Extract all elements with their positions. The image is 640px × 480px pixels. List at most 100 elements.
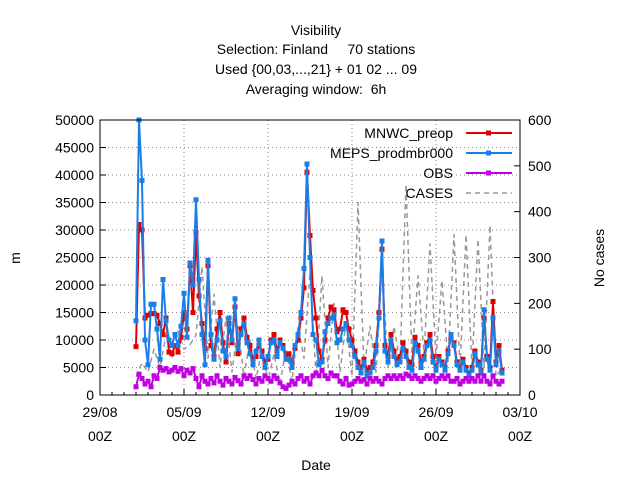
data-point-meps-prodmbr000 bbox=[421, 356, 427, 362]
y-tick-label: 35000 bbox=[55, 195, 94, 211]
data-point-meps-prodmbr000 bbox=[334, 340, 340, 346]
data-point-obs bbox=[226, 378, 232, 384]
y2-tick-label: 0 bbox=[528, 387, 536, 403]
y-tick-label: 40000 bbox=[55, 167, 94, 183]
data-point-mnwc-preop bbox=[133, 344, 139, 350]
data-point-obs bbox=[406, 373, 412, 379]
data-point-mnwc-preop bbox=[334, 329, 340, 335]
data-point-meps-prodmbr000 bbox=[388, 337, 394, 343]
data-point-obs bbox=[337, 378, 343, 384]
data-point-obs bbox=[265, 376, 271, 381]
y2-axis-label: No cases bbox=[591, 229, 607, 287]
data-point-meps-prodmbr000 bbox=[397, 359, 403, 365]
data-point-obs bbox=[250, 377, 256, 383]
data-point-obs bbox=[385, 373, 391, 379]
y-tick-label: 25000 bbox=[55, 250, 94, 266]
data-point-meps-prodmbr000 bbox=[343, 321, 349, 326]
data-point-meps-prodmbr000 bbox=[163, 318, 169, 324]
data-point-meps-prodmbr000 bbox=[370, 365, 376, 370]
data-point-obs bbox=[292, 381, 298, 387]
data-point-meps-prodmbr000 bbox=[244, 340, 250, 346]
data-point-meps-prodmbr000 bbox=[262, 365, 268, 370]
data-point-obs bbox=[163, 366, 169, 372]
data-point-mnwc-preop bbox=[358, 365, 364, 370]
data-point-obs bbox=[247, 373, 253, 379]
data-point-obs bbox=[316, 373, 322, 379]
data-point-meps-prodmbr000 bbox=[268, 340, 274, 346]
data-point-mnwc-preop bbox=[325, 315, 331, 321]
data-point-mnwc-preop bbox=[268, 337, 274, 343]
data-point-meps-prodmbr000 bbox=[250, 362, 256, 368]
data-point-meps-prodmbr000 bbox=[295, 332, 301, 337]
data-point-meps-prodmbr000 bbox=[436, 356, 442, 362]
y2-tick-label: 500 bbox=[528, 158, 552, 174]
data-point-meps-prodmbr000 bbox=[373, 348, 379, 354]
y-axis-label: m bbox=[7, 252, 23, 264]
data-point-meps-prodmbr000 bbox=[172, 332, 178, 337]
data-point-meps-prodmbr000 bbox=[214, 337, 220, 343]
data-point-mnwc-preop bbox=[193, 230, 199, 236]
data-point-obs bbox=[355, 376, 361, 381]
data-point-obs bbox=[148, 384, 154, 390]
data-point-meps-prodmbr000 bbox=[409, 367, 415, 373]
data-point-obs bbox=[439, 373, 445, 379]
data-point-obs bbox=[229, 381, 235, 387]
data-point-obs bbox=[340, 381, 346, 387]
data-point-meps-prodmbr000 bbox=[247, 351, 253, 357]
data-point-obs bbox=[370, 378, 376, 384]
data-point-obs bbox=[412, 373, 418, 379]
data-point-obs bbox=[481, 373, 487, 379]
data-point-meps-prodmbr000 bbox=[232, 296, 238, 302]
data-point-obs bbox=[256, 376, 262, 381]
data-point-meps-prodmbr000 bbox=[238, 332, 244, 337]
data-point-obs bbox=[499, 378, 505, 384]
y-tick-label: 5000 bbox=[63, 360, 94, 376]
y2-tick-label: 300 bbox=[528, 250, 552, 266]
data-point-mnwc-preop bbox=[145, 312, 151, 318]
y-tick-label: 10000 bbox=[55, 332, 94, 348]
legend-swatch-marker bbox=[486, 170, 491, 176]
data-point-obs bbox=[448, 378, 454, 384]
data-point-obs bbox=[496, 381, 502, 387]
data-point-obs bbox=[289, 378, 295, 384]
data-point-obs bbox=[418, 378, 424, 384]
data-point-meps-prodmbr000 bbox=[196, 277, 202, 282]
data-point-meps-prodmbr000 bbox=[190, 282, 196, 288]
data-point-obs bbox=[259, 378, 265, 384]
data-point-mnwc-preop bbox=[340, 307, 346, 313]
data-point-meps-prodmbr000 bbox=[265, 354, 271, 359]
data-point-obs bbox=[349, 381, 355, 387]
data-point-obs bbox=[175, 368, 181, 374]
data-point-meps-prodmbr000 bbox=[139, 178, 145, 183]
data-point-meps-prodmbr000 bbox=[361, 359, 367, 365]
data-point-meps-prodmbr000 bbox=[310, 332, 316, 337]
data-point-meps-prodmbr000 bbox=[472, 351, 478, 357]
data-point-meps-prodmbr000 bbox=[199, 332, 205, 337]
data-point-mnwc-preop bbox=[250, 356, 256, 362]
x-tick-label-time: 00Z bbox=[88, 428, 113, 444]
data-point-meps-prodmbr000 bbox=[400, 345, 406, 351]
data-point-meps-prodmbr000 bbox=[478, 370, 484, 376]
data-point-obs bbox=[160, 367, 166, 373]
legend-label: MEPS_prodmbr000 bbox=[330, 145, 453, 161]
x-tick-label-date: 29/08 bbox=[82, 404, 117, 420]
data-point-meps-prodmbr000 bbox=[274, 354, 280, 359]
data-point-meps-prodmbr000 bbox=[391, 354, 397, 359]
data-point-obs bbox=[136, 371, 142, 377]
data-point-obs bbox=[427, 376, 433, 381]
data-point-mnwc-preop bbox=[313, 315, 319, 321]
data-point-meps-prodmbr000 bbox=[460, 359, 466, 365]
data-point-obs bbox=[139, 376, 145, 381]
x-tick-label-date: 12/09 bbox=[250, 404, 285, 420]
data-point-obs bbox=[190, 366, 196, 372]
data-point-mnwc-preop bbox=[172, 343, 178, 348]
data-point-obs bbox=[433, 378, 439, 384]
data-point-obs bbox=[307, 381, 313, 387]
data-point-obs bbox=[334, 373, 340, 379]
data-point-mnwc-preop bbox=[217, 310, 223, 315]
data-point-obs bbox=[403, 371, 409, 377]
data-point-meps-prodmbr000 bbox=[151, 301, 157, 307]
data-point-obs bbox=[319, 367, 325, 373]
data-point-meps-prodmbr000 bbox=[325, 321, 331, 326]
